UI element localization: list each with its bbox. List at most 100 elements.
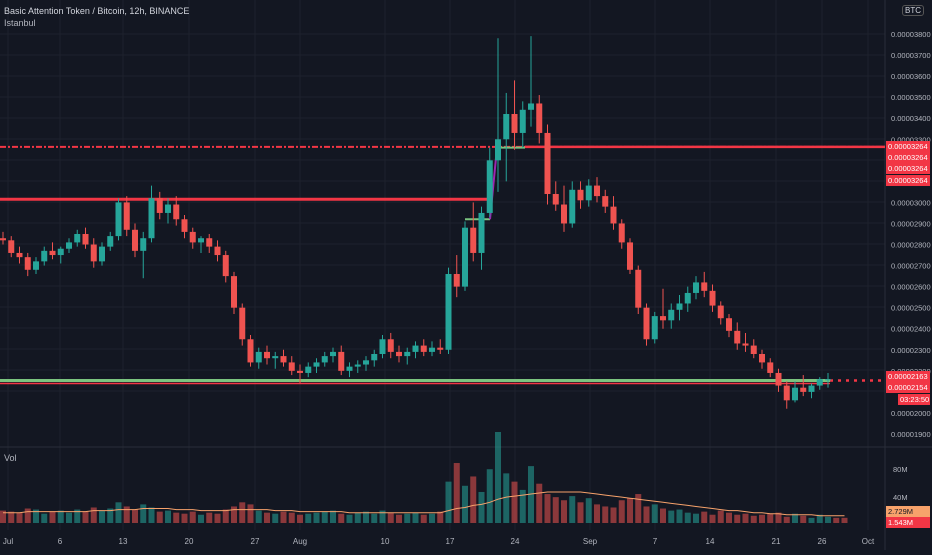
- volume-bar: [833, 517, 840, 523]
- candle-body: [693, 282, 699, 293]
- candle-body: [585, 185, 592, 201]
- volume-bar: [552, 497, 559, 523]
- volume-bar: [264, 512, 270, 523]
- candle-body: [437, 347, 444, 350]
- volume-bar: [486, 469, 493, 523]
- volume-bar: [0, 510, 6, 523]
- candle-body: [404, 351, 411, 357]
- candle-body: [264, 351, 270, 359]
- candle-body: [750, 345, 757, 354]
- price-tick-label: 0.00003800: [891, 30, 931, 39]
- volume-bar: [231, 506, 237, 523]
- candle-body: [280, 356, 287, 363]
- candle-body: [561, 204, 567, 224]
- time-tick-label: 21: [772, 537, 781, 546]
- volume-bar: [709, 514, 716, 523]
- volume-bar: [16, 512, 23, 523]
- volume-bar: [330, 510, 336, 523]
- price-tick-label: 0.00002300: [891, 346, 931, 355]
- candle-body: [651, 316, 658, 340]
- volume-bar: [338, 513, 345, 523]
- volume-bar: [148, 507, 155, 523]
- price-tick-label: 0.00002000: [891, 409, 931, 418]
- candle-body: [808, 385, 815, 392]
- candle-body: [536, 103, 543, 133]
- volume-bar: [841, 517, 848, 523]
- currency-badge[interactable]: BTC: [902, 5, 924, 16]
- volume-bar: [396, 514, 402, 523]
- candle-body: [429, 347, 435, 352]
- volume-bar: [618, 500, 625, 523]
- volume-bar: [305, 513, 312, 523]
- candle-body: [544, 132, 551, 194]
- candle-body: [783, 385, 790, 401]
- volume-bar: [41, 513, 48, 523]
- candle-body: [214, 246, 221, 256]
- volume-bar: [445, 481, 452, 523]
- volume-bar: [660, 508, 666, 523]
- volume-bar: [272, 513, 279, 523]
- price-tick-label: 0.00003300: [891, 135, 931, 144]
- volume-bar: [561, 500, 567, 523]
- resistance-price-text: 0.00003264: [888, 153, 928, 162]
- candle-body: [0, 238, 6, 241]
- volume-label: Vol: [4, 453, 17, 463]
- volume-bar: [115, 502, 122, 523]
- candle-body: [8, 240, 15, 253]
- candle-body: [684, 292, 691, 304]
- volume-bar: [470, 476, 477, 523]
- candle-body: [156, 198, 163, 213]
- candle-body: [470, 227, 477, 253]
- candle-body: [90, 244, 97, 262]
- volume-bar: [297, 514, 303, 523]
- candle-body: [288, 362, 295, 371]
- volume-bar: [90, 507, 97, 523]
- symbol-title[interactable]: Basic Attention Token / Bitcoin, 12h, BI…: [4, 6, 190, 16]
- candle-body: [313, 362, 320, 367]
- timezone-label: Istanbul: [4, 18, 36, 28]
- candle-body: [577, 189, 584, 201]
- volume-bar: [24, 508, 31, 523]
- volume-bar: [825, 516, 831, 523]
- volume-bar: [610, 507, 617, 523]
- candle-body: [305, 366, 312, 373]
- candle-body: [140, 238, 147, 251]
- candle-body: [569, 189, 576, 224]
- resistance-price-text: 0.00003264: [888, 176, 928, 185]
- volume-bar: [132, 509, 138, 523]
- candle-body: [462, 227, 468, 287]
- volume-bar: [354, 512, 361, 523]
- candle-body: [181, 219, 188, 232]
- time-tick-label: 6: [58, 537, 63, 546]
- volume-bar: [173, 512, 180, 523]
- volume-bar: [519, 489, 526, 523]
- candle-body: [528, 103, 534, 110]
- candle-body: [610, 206, 617, 224]
- candle-body: [627, 242, 633, 270]
- time-tick-label: Oct: [862, 537, 875, 546]
- candle-body: [82, 234, 89, 245]
- candle-body: [330, 351, 336, 357]
- candle-body: [767, 362, 774, 373]
- volume-bar: [429, 513, 435, 523]
- candle-body: [297, 370, 303, 373]
- candle-body: [759, 354, 765, 363]
- volume-bar: [569, 496, 576, 523]
- candle-body: [511, 114, 518, 133]
- volume-bar: [478, 491, 485, 523]
- volume-bar: [363, 511, 369, 523]
- candle-body: [107, 236, 114, 247]
- countdown-text: 03:23:50: [900, 395, 929, 404]
- candle-body: [717, 305, 724, 319]
- candle-body: [123, 202, 130, 230]
- volume-bar: [206, 512, 213, 523]
- candle-body: [602, 196, 609, 207]
- volume-bar: [33, 509, 39, 523]
- volume-bar: [800, 515, 807, 523]
- volume-bar: [495, 432, 501, 523]
- volume-bar: [247, 504, 254, 523]
- candle-body: [115, 202, 122, 237]
- time-tick-label: 24: [511, 537, 520, 546]
